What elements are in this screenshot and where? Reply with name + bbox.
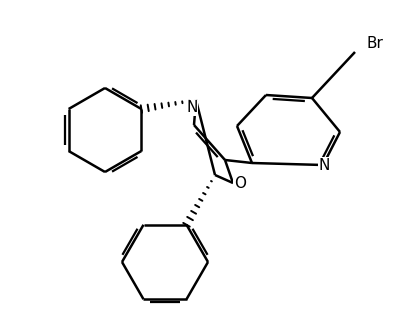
Text: Br: Br xyxy=(367,35,383,50)
Text: N: N xyxy=(186,100,198,115)
Text: N: N xyxy=(319,157,330,172)
Text: O: O xyxy=(234,176,246,191)
